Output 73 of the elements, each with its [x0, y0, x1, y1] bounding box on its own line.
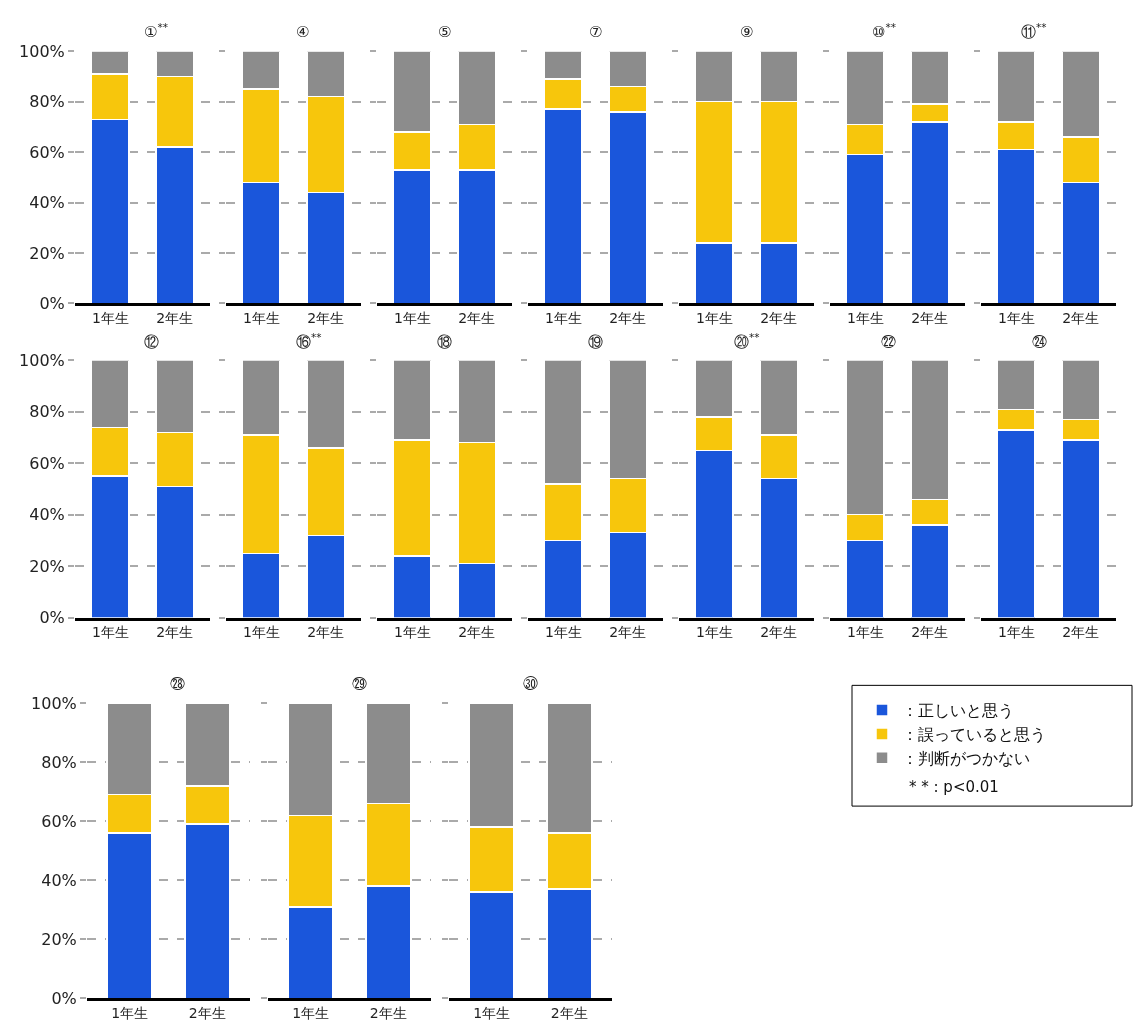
x-tick-label: 1年生 — [91, 310, 129, 327]
x-tick-label: 2年生 — [458, 624, 496, 641]
x-tick-label: 2年生 — [1062, 310, 1100, 327]
y-tick-label: 60% — [29, 453, 65, 473]
x-tick-label: 1年生 — [473, 1005, 511, 1022]
y-tick-label: 80% — [29, 402, 65, 422]
chart-title: ㉘ — [170, 675, 185, 693]
x-tick-label: 2年生 — [760, 624, 798, 641]
chart-title: ㉚ — [523, 675, 538, 693]
chart-title: ⑦ — [589, 23, 603, 41]
y-tick-label: 20% — [41, 930, 77, 949]
x-tick-label: 1年生 — [846, 310, 884, 327]
x-tick-label: 2年生 — [156, 310, 194, 327]
x-tick-label: 1年生 — [544, 310, 582, 327]
y-tick-label: 60% — [41, 811, 77, 831]
chart-title: ⑫ — [144, 333, 159, 351]
y-tick-label: 80% — [41, 752, 77, 772]
y-tick-label: 40% — [29, 193, 65, 213]
x-tick-label: 2年生 — [458, 310, 496, 327]
x-tick-label: 2年生 — [369, 1005, 407, 1022]
chart-title: ⑯$^{**}$ — [296, 331, 322, 352]
x-tick-label: 2年生 — [760, 310, 798, 327]
chart-title: ⑲ — [588, 333, 603, 351]
chart-title: ⑨ — [740, 23, 754, 41]
chart-title: ⑪$^{**}$ — [1021, 21, 1047, 42]
x-tick-label: 2年生 — [550, 1005, 588, 1022]
x-tick-label: 2年生 — [307, 310, 345, 327]
y-tick-label: 0% — [39, 294, 65, 314]
x-tick-label: 2年生 — [307, 624, 345, 641]
x-tick-label: 1年生 — [695, 624, 733, 641]
y-tick-label: 60% — [29, 142, 65, 162]
y-tick-label: 100% — [19, 41, 65, 61]
chart-title: ⑩$^{**}$ — [872, 21, 896, 42]
x-tick-label: 2年生 — [609, 624, 647, 641]
chart-title: ㉒ — [881, 333, 896, 351]
y-tick-label: 0% — [39, 608, 65, 628]
y-tick-label: 80% — [29, 92, 65, 112]
x-tick-label: 1年生 — [393, 310, 431, 327]
chart-title: ㉙ — [352, 675, 367, 693]
legend-label: ：判断がつかない — [902, 748, 1030, 768]
chart-title: ⑳$^{**}$ — [734, 331, 760, 352]
chart-title: ①$^{**}$ — [144, 21, 168, 42]
x-tick-label: 1年生 — [242, 310, 280, 327]
y-tick-label: 100% — [19, 351, 65, 371]
x-tick-label: 2年生 — [156, 624, 194, 641]
text: * * : p<0.01 — [909, 778, 999, 796]
x-tick-label: 1年生 — [91, 624, 129, 641]
y-tick-label: 0% — [51, 989, 77, 1009]
x-tick-label: 1年生 — [393, 624, 431, 641]
x-tick-label: 2年生 — [188, 1005, 226, 1022]
x-tick-label: 1年生 — [846, 624, 884, 641]
x-tick-label: 1年生 — [695, 310, 733, 327]
y-tick-label: 20% — [29, 243, 65, 263]
x-tick-label: 1年生 — [544, 624, 582, 641]
chart-title: ⑤ — [438, 23, 452, 41]
x-tick-label: 1年生 — [242, 624, 280, 641]
x-tick-label: 1年生 — [292, 1005, 330, 1022]
x-tick-label: 2年生 — [609, 310, 647, 327]
x-tick-label: 1年生 — [997, 624, 1035, 641]
chart-title: ④ — [296, 23, 310, 41]
chart-title: ⑱ — [437, 333, 452, 351]
x-tick-label: 2年生 — [1062, 624, 1100, 641]
y-tick-label: 40% — [41, 870, 77, 890]
chart-title: ㉔ — [1032, 333, 1047, 351]
y-tick-label: 20% — [29, 556, 65, 576]
y-tick-label: 100% — [31, 693, 77, 713]
x-tick-label: 2年生 — [911, 310, 949, 327]
x-tick-label: 1年生 — [111, 1005, 149, 1022]
legend-label: ：誤っていると思う — [902, 725, 1046, 745]
x-tick-label: 2年生 — [911, 624, 949, 641]
x-tick-label: 1年生 — [997, 310, 1035, 327]
legend-label: ：正しいと思う — [902, 701, 1014, 721]
y-tick-label: 40% — [29, 505, 65, 525]
